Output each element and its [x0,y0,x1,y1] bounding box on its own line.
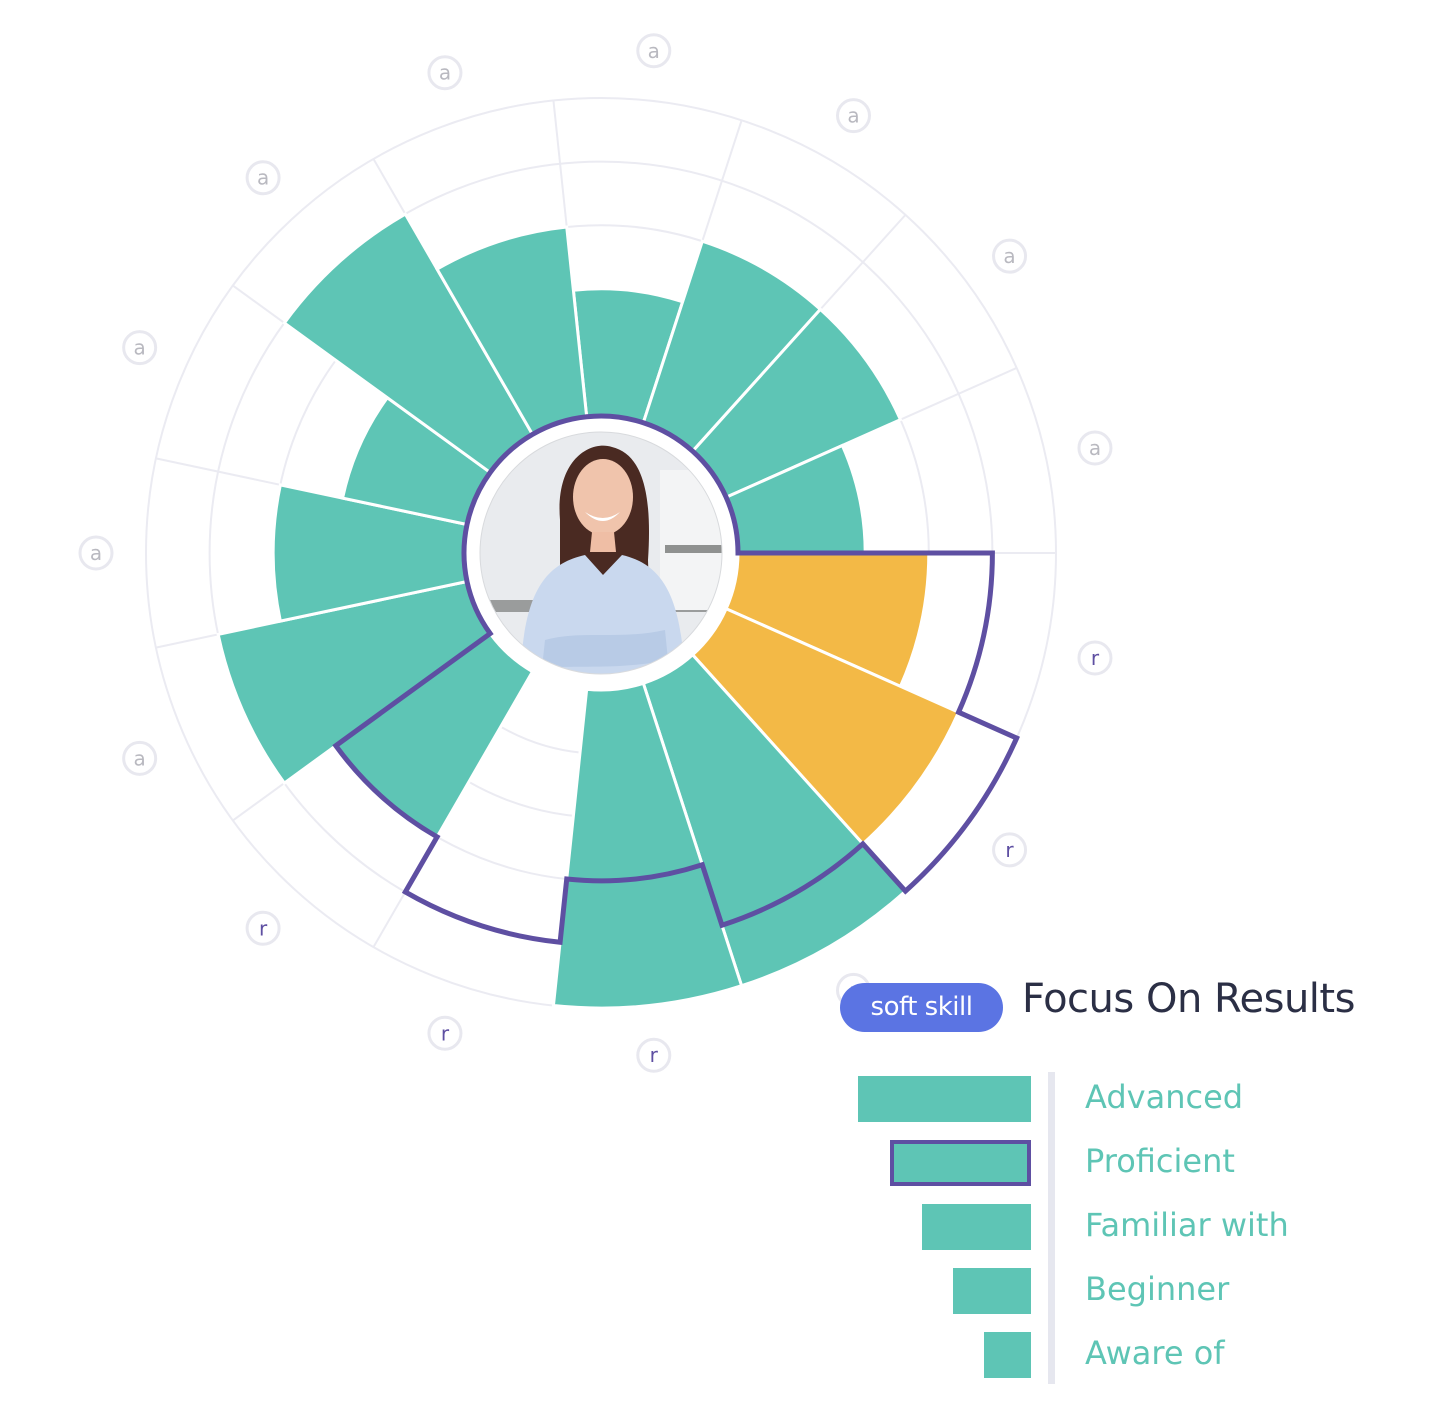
segment-label: r [1077,640,1113,676]
skill-title: Focus On Results [1022,976,1355,1022]
legend-bar [858,1076,1031,1122]
segment-label-circle [78,535,114,571]
legend-row-beginner: Beginner [840,1268,1400,1314]
segment-labels: aaaarrrrrraaaaa [78,33,1113,1073]
level-legend: Advanced Proficient Familiar with Beginn… [840,1072,1400,1392]
segment-label-circle [245,160,281,196]
segment-label-text: r [441,1021,450,1045]
legend-row-proficient: Proficient [840,1140,1400,1186]
segment-label-circle [992,832,1028,868]
segment-label: r [427,1015,463,1051]
segment-label-text: a [134,746,146,770]
segment-label: r [636,1037,672,1073]
segment-label-circle [122,330,158,366]
legend-divider [1048,1072,1055,1384]
segment-label-circle [1077,640,1113,676]
legend-label: Familiar with [1085,1206,1289,1244]
segment-label-text: a [1003,244,1015,268]
skill-type-badge: soft skill [840,983,1003,1032]
segment-label: a [427,55,463,91]
segment-label: a [992,238,1028,274]
segment-label-text: a [90,541,102,565]
segment-label: a [1077,430,1113,466]
skill-bar-segment [641,652,908,988]
legend-label: Proficient [1085,1142,1235,1180]
segment-label-circle [636,33,672,69]
target-outline [332,413,1020,946]
segment-label: r [992,832,1028,868]
segment-label-circle [427,1015,463,1051]
legend-row-aware: Aware of [840,1332,1400,1378]
segment-label-circle [427,55,463,91]
segment-label-text: r [259,916,268,940]
legend-row-familiar: Familiar with [840,1204,1400,1250]
skill-bar-segment [724,551,931,689]
legend-bar-target [890,1140,1031,1186]
segment-label-circle [122,740,158,776]
segment-label-text: r [1005,838,1014,862]
segment-label-text: a [439,61,451,85]
legend-row-advanced: Advanced [840,1076,1400,1122]
segment-label-text: a [1089,436,1101,460]
segment-label: a [245,160,281,196]
legend-label: Advanced [1085,1078,1244,1116]
segment-label: r [245,910,281,946]
legend-bar [984,1332,1031,1378]
segment-label-text: a [257,166,269,190]
segment-label-circle [636,1037,672,1073]
segment-label-text: r [1091,646,1100,670]
legend-label: Beginner [1085,1270,1230,1308]
segment-label: a [78,535,114,571]
segment-label: a [122,330,158,366]
skill-bar-segment [551,681,744,1010]
segment-label: a [836,98,871,134]
skill-bar-segment [690,606,961,846]
legend-label: Aware of [1085,1334,1225,1372]
legend-bar [922,1204,1031,1250]
segment-label-circle [836,98,871,134]
profile-photo [467,419,735,687]
segment-label-text: a [648,39,660,63]
segment-label: a [636,33,672,69]
segment-label: a [122,740,158,776]
segment-label-circle [245,910,281,946]
segment-label-circle [992,238,1028,274]
legend-bar [953,1268,1031,1314]
segment-label-text: a [134,336,146,360]
chart-bars [216,211,961,1010]
segment-label-text: a [847,104,859,128]
segment-label-text: r [650,1043,659,1067]
segment-label-circle [1077,430,1113,466]
